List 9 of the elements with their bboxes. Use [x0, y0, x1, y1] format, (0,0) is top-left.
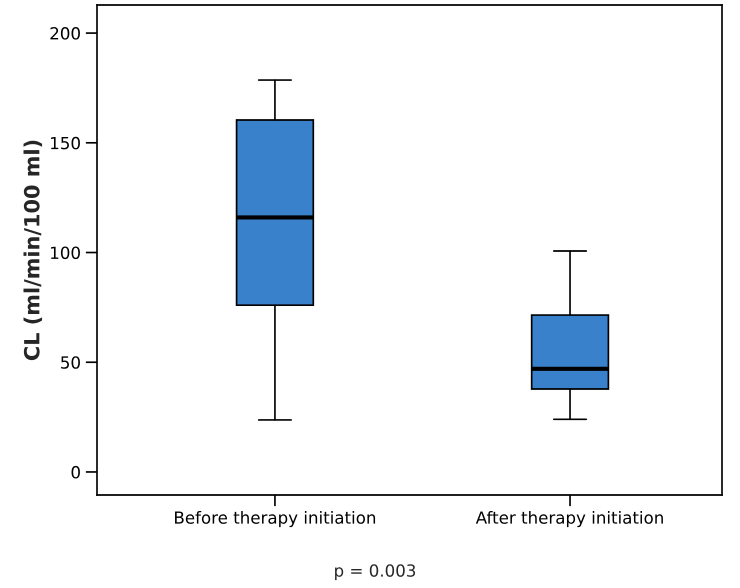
y-tick-label: 200	[50, 27, 80, 40]
y-axis-title: CL (ml/min/100 ml)	[23, 140, 42, 360]
y-tick-label: 100	[51, 246, 80, 260]
text: p = 0.003	[335, 564, 416, 580]
y-tick-label: 150	[51, 136, 80, 150]
x-tick-label: After therapy initiation	[476, 510, 663, 528]
x-tick-label: Before therapy initiation	[175, 510, 376, 528]
y-tick-label: 0	[72, 466, 80, 479]
y-tick-label: 50	[61, 356, 80, 369]
